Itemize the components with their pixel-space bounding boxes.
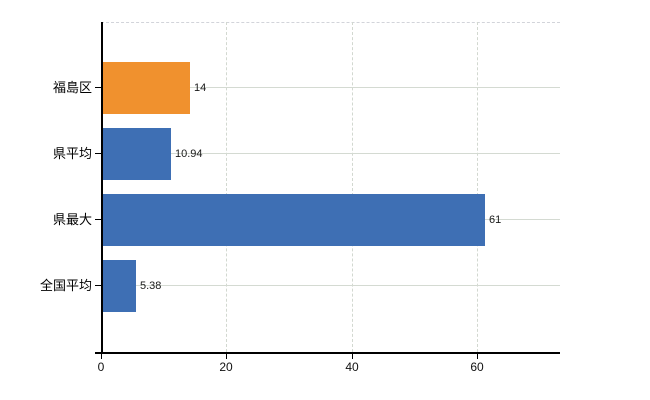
bar-value-label: 14	[194, 82, 207, 94]
y-axis-line	[101, 22, 103, 352]
x-gridline-60	[477, 22, 478, 352]
category-label: 県平均	[52, 146, 92, 161]
category-tick	[95, 87, 101, 88]
x-axis-tick-label: 0	[97, 360, 105, 374]
category-label: 県最大	[52, 212, 92, 227]
row-gridline	[101, 153, 560, 154]
x-axis-tick	[226, 354, 227, 359]
plot-area: 14 10.94 61 5.38	[101, 22, 560, 352]
x-axis-line	[95, 352, 560, 354]
x-axis-tick-label: 60	[470, 360, 484, 374]
x-axis-tick	[477, 354, 478, 359]
x-axis-tick-label: 40	[345, 360, 359, 374]
category-tick	[95, 285, 101, 286]
category-label: 全国平均	[39, 278, 92, 293]
bar-4	[102, 260, 136, 312]
bar-value-label: 10.94	[175, 148, 203, 160]
category-tick	[95, 153, 101, 154]
row-gridline	[101, 285, 560, 286]
bar-3	[102, 194, 485, 246]
category-label: 福島区	[52, 80, 92, 95]
plot-top-gridline	[101, 22, 560, 23]
x-axis-tick	[352, 354, 353, 359]
row-gridline	[101, 87, 560, 88]
x-gridline-20	[226, 22, 227, 352]
x-axis-tick	[101, 354, 102, 359]
x-gridline-40	[352, 22, 353, 352]
category-tick	[95, 219, 101, 220]
bar-1	[102, 62, 190, 114]
bar-2	[102, 128, 171, 180]
x-axis-tick-label: 20	[219, 360, 233, 374]
bar-value-label: 5.38	[140, 280, 162, 292]
bar-value-label: 61	[489, 214, 502, 226]
